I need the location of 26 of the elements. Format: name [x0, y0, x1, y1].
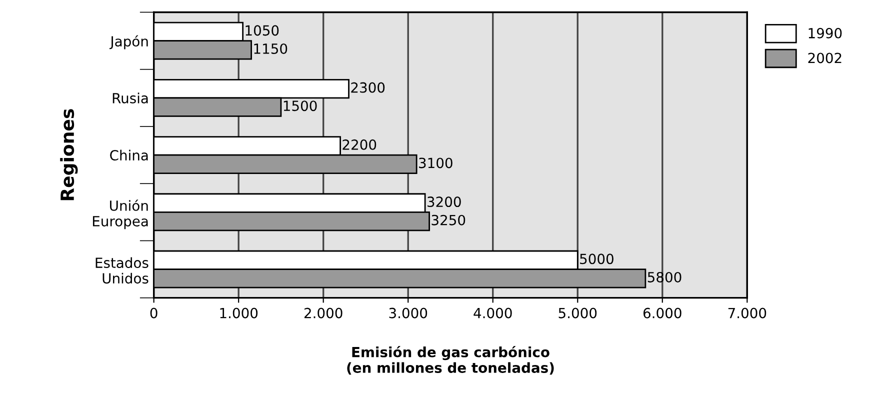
data-label: 3200 — [428, 196, 461, 208]
data-label: 1050 — [246, 25, 279, 36]
data-label: 5000 — [580, 254, 614, 264]
y-tick-label: Japón — [110, 35, 148, 50]
x-tick-label: 3.000 — [389, 308, 428, 318]
x-tick-label: 4.000 — [474, 308, 512, 318]
x-tick-label: 2.000 — [304, 308, 342, 318]
legend-label: 2002 — [808, 52, 842, 64]
data-label: 3250 — [432, 214, 466, 226]
data-label: 1150 — [254, 43, 288, 54]
legend-label: 1990 — [808, 28, 842, 38]
x-axis-title: Emisión de gas carbónico (en millones de toneladas) — [347, 346, 554, 375]
y-tick-label: China — [110, 150, 148, 161]
data-label: 3100 — [419, 158, 452, 168]
y-tick-label: Rusia — [112, 92, 148, 104]
x-tick-label: 6.000 — [643, 308, 682, 318]
y-tick-label: Unión Europea — [92, 200, 148, 230]
y-axis-title: Regiones — [60, 109, 78, 200]
x-tick-label: 5.000 — [558, 308, 597, 318]
x-tick-label: 0 — [150, 308, 158, 318]
data-label: 2200 — [342, 139, 376, 150]
y-tick-label: Estados Unidos — [96, 257, 148, 284]
data-label: 2300 — [351, 82, 385, 93]
x-tick-label: 1.000 — [220, 308, 258, 318]
data-label: 1500 — [284, 100, 317, 112]
x-tick-label: 7.000 — [728, 308, 766, 318]
